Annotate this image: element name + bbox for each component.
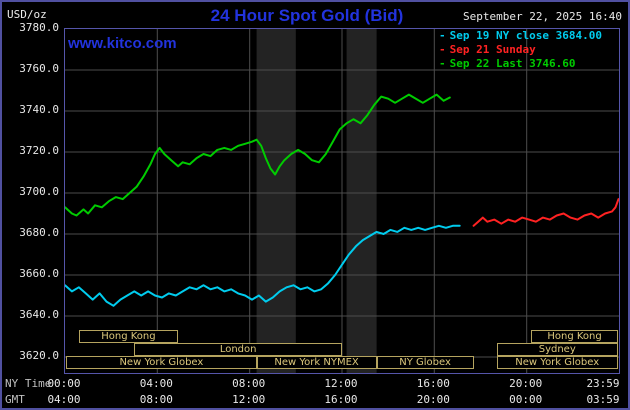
legend: - Sep 19 NY close 3684.00- Sep 21 Sunday - S… xyxy=(439,29,602,71)
gmt-tick-label: 16:00 xyxy=(324,393,358,406)
chart-title: 24 Hour Spot Gold (Bid) xyxy=(210,6,404,25)
highlight-band xyxy=(346,29,377,373)
line-sep-22-last xyxy=(65,93,451,217)
ny-time-tick-label: 08:00 xyxy=(232,377,266,390)
y-tick-label: 3760.0 xyxy=(19,62,59,75)
session-hong-kong: Hong Kong xyxy=(78,330,179,343)
datetime-label: September 22, 2025 16:40 xyxy=(463,10,622,23)
session-new-york-nymex: New York NYMEX xyxy=(256,356,377,369)
session-sydney: Sydney xyxy=(496,343,618,356)
plot-canvas xyxy=(65,29,619,373)
session-new-york-globex: New York Globex xyxy=(66,356,257,369)
gmt-tick-label: 20:00 xyxy=(416,393,450,406)
y-tick-label: 3720.0 xyxy=(19,144,59,157)
ny-time-tick-label: 12:00 xyxy=(324,377,358,390)
line-sep-21-sunday xyxy=(472,198,619,227)
gmt-tick-label: 03:59 xyxy=(586,393,620,406)
session-london: London xyxy=(134,343,342,356)
legend-item-sep-22-last-3746-60: - Sep 22 Last 3746.60 xyxy=(439,57,602,71)
ny-time-tick-label: 16:00 xyxy=(416,377,450,390)
ny-time-tick-label: 23:59 xyxy=(586,377,620,390)
kitco-watermark-link[interactable]: www.kitco.com xyxy=(68,35,177,52)
gmt-axis-label: GMT xyxy=(5,393,25,406)
gmt-tick-label: 12:00 xyxy=(232,393,266,406)
legend-label: Sep 22 Last 3746.60 xyxy=(449,57,576,70)
ny-time-tick-label: 00:00 xyxy=(47,377,81,390)
legend-dash-icon: - xyxy=(439,29,446,42)
gmt-tick-label: 04:00 xyxy=(47,393,81,406)
y-tick-label: 3740.0 xyxy=(19,103,59,116)
y-tick-label: 3680.0 xyxy=(19,226,59,239)
legend-item-sep-19-ny-close-3684-00: - Sep 19 NY close 3684.00 xyxy=(439,29,602,43)
ny-time-tick-label: 20:00 xyxy=(509,377,543,390)
line-sep-19-ny-close xyxy=(65,224,461,307)
units-label: USD/oz xyxy=(7,8,47,21)
legend-label: Sep 21 Sunday xyxy=(449,43,536,56)
session-new-york-globex: New York Globex xyxy=(496,356,618,369)
gmt-tick-label: 08:00 xyxy=(139,393,173,406)
y-tick-label: 3700.0 xyxy=(19,185,59,198)
y-tick-label: 3620.0 xyxy=(19,349,59,362)
highlight-band xyxy=(256,29,296,373)
legend-item-sep-21-sunday: - Sep 21 Sunday xyxy=(439,43,602,57)
session-ny-globex: NY Globex xyxy=(376,356,474,369)
ny-time-axis-label: NY Time xyxy=(5,377,52,390)
legend-label: Sep 19 NY close 3684.00 xyxy=(449,29,602,42)
y-tick-label: 3780.0 xyxy=(19,21,59,34)
legend-dash-icon: - xyxy=(439,43,446,56)
y-tick-label: 3640.0 xyxy=(19,308,59,321)
gmt-tick-label: 00:00 xyxy=(509,393,543,406)
plot-area: Hong Kong Hong Kong London Sydney New York G… xyxy=(64,28,620,374)
legend-dash-icon: - xyxy=(439,57,446,70)
session-hong-kong: Hong Kong xyxy=(531,330,618,343)
ny-time-tick-label: 04:00 xyxy=(139,377,173,390)
y-tick-label: 3660.0 xyxy=(19,267,59,280)
